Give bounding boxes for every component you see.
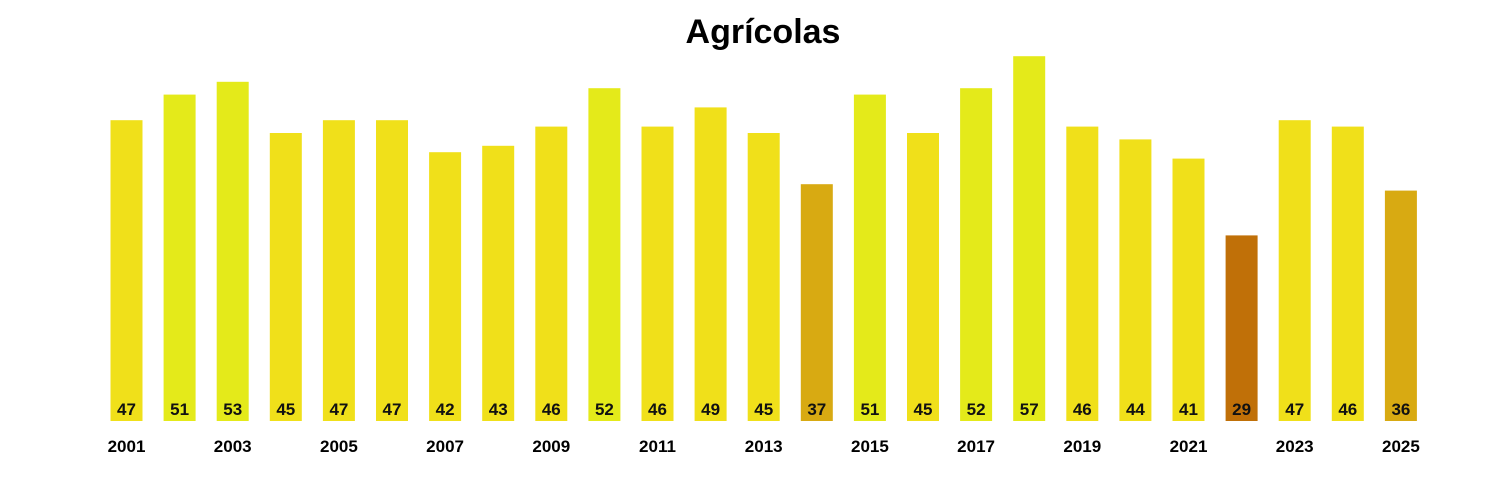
bar-2014 <box>800 184 833 421</box>
bar-2025 <box>1384 190 1417 421</box>
value-label-2010: 52 <box>595 400 614 419</box>
value-label-2013: 45 <box>754 400 773 419</box>
x-tick-2023: 2023 <box>1276 437 1314 456</box>
x-tick-2011: 2011 <box>639 437 676 456</box>
bar-2020 <box>1119 139 1152 421</box>
value-label-2017: 52 <box>967 400 986 419</box>
value-label-2007: 42 <box>436 400 455 419</box>
x-tick-2007: 2007 <box>426 437 464 456</box>
value-label-2018: 57 <box>1020 400 1039 419</box>
x-tick-2019: 2019 <box>1063 437 1101 456</box>
value-label-2009: 46 <box>542 400 561 419</box>
value-label-2019: 46 <box>1073 400 1092 419</box>
bar-2017 <box>960 88 993 421</box>
value-label-2002: 51 <box>170 400 189 419</box>
bar-2005 <box>322 120 355 421</box>
x-tick-2005: 2005 <box>320 437 358 456</box>
bar-2002 <box>163 94 196 421</box>
bars-group <box>110 56 1417 422</box>
bar-2010 <box>588 88 621 421</box>
bar-2015 <box>853 94 886 421</box>
bar-2016 <box>907 133 939 421</box>
x-tick-2025: 2025 <box>1382 437 1420 456</box>
x-tick-2001: 2001 <box>108 437 146 456</box>
bar-2021 <box>1172 158 1205 421</box>
bar-2011 <box>641 126 674 421</box>
bar-2022 <box>1225 235 1258 421</box>
value-label-2016: 45 <box>914 400 933 419</box>
chart-title: Agrícolas <box>686 13 841 51</box>
value-label-2024: 46 <box>1338 400 1357 419</box>
value-label-2025: 36 <box>1391 400 1410 419</box>
x-tick-2017: 2017 <box>957 437 995 456</box>
bar-2008 <box>482 145 515 422</box>
x-tick-2009: 2009 <box>532 437 570 456</box>
bar-2007 <box>429 152 462 421</box>
value-label-2021: 41 <box>1179 400 1198 419</box>
bar-2023 <box>1278 120 1311 421</box>
value-labels-group: 47 51 53 45 47 47 42 43 46 52 46 49 45 37 51 45 52 57 46 44… <box>117 400 1410 419</box>
bar-2012 <box>694 107 727 422</box>
bar-2006 <box>376 120 408 421</box>
value-label-2006: 47 <box>383 400 402 419</box>
value-label-2023: 47 <box>1285 400 1304 419</box>
bar-2003 <box>216 81 249 422</box>
x-axis-ticks: 2001 2003 2005 2007 2009 2011 2013 2015 2017 2019… <box>108 437 1420 456</box>
value-label-2022: 29 <box>1232 400 1251 419</box>
bar-2019 <box>1066 126 1099 421</box>
bar-2024 <box>1331 126 1364 421</box>
value-label-2015: 51 <box>860 400 879 419</box>
value-label-2003: 53 <box>223 400 242 419</box>
x-tick-2003: 2003 <box>214 437 252 456</box>
bar-2018 <box>1013 56 1046 421</box>
value-label-2005: 47 <box>329 400 348 419</box>
bar-2004 <box>269 133 302 421</box>
value-label-2004: 45 <box>276 400 295 419</box>
bar-2001 <box>110 120 143 421</box>
x-tick-2013: 2013 <box>745 437 783 456</box>
value-label-2014: 37 <box>807 400 826 419</box>
value-label-2008: 43 <box>489 400 508 419</box>
x-tick-2021: 2021 <box>1170 437 1208 456</box>
bar-2013 <box>747 133 780 421</box>
value-label-2001: 47 <box>117 400 136 419</box>
value-label-2011: 46 <box>648 400 667 419</box>
x-tick-2015: 2015 <box>851 437 889 456</box>
value-label-2012: 49 <box>701 400 720 419</box>
value-label-2020: 44 <box>1126 400 1145 419</box>
bar-2009 <box>535 126 568 421</box>
